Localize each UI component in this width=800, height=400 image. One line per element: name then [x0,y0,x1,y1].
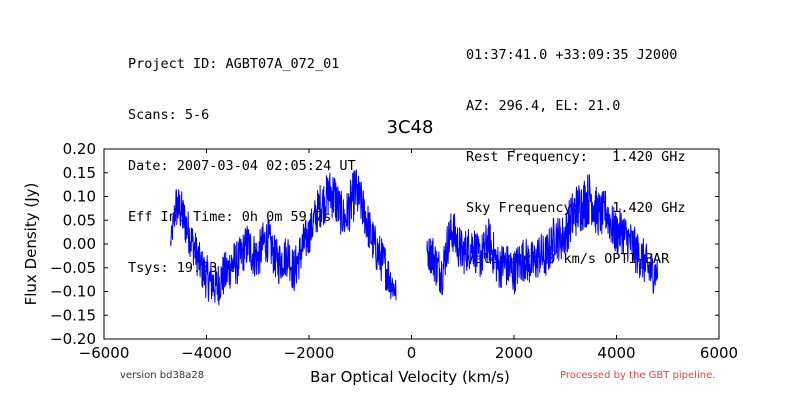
azimuth-elevation: AZ: 296.4, EL: 21.0 [466,98,621,114]
observation-date: Date: 2007-03-04 02:05:24 UT [128,158,356,174]
x-tick-label: 6000 [700,344,738,362]
project-id: Project ID: AGBT07A_072_01 [128,56,340,72]
observation-info-right: 01:37:41.0 +33:09:35 J2000 AZ: 296.4, EL… [466,13,685,302]
spectrum-series-line [426,174,658,296]
coordinates: 01:37:41.0 +33:09:35 J2000 [466,47,678,63]
y-tick-label: 0.00 [63,235,96,253]
x-axis-title: Bar Optical Velocity (km/s) [310,368,510,386]
y-axis-title: Flux Density (Jy) [22,183,40,306]
x-tick-label: 0 [407,344,417,362]
x-tick-label: 4000 [597,344,635,362]
y-tick-label: 0.10 [63,188,96,206]
x-axis-ticks: −6000 −4000 −2000 0 2000 4000 6000 [79,149,738,362]
x-tick-label: −6000 [79,344,130,362]
x-tick-label: −4000 [181,344,232,362]
sky-frequency: Sky Frequency: 1.420 GHz [466,200,686,216]
scans: Scans: 5-6 [128,107,210,123]
y-tick-label: 0.05 [63,211,96,229]
rest-frequency: Rest Frequency: 1.420 GHz [466,149,686,165]
chart-title: 3C48 [387,117,434,138]
y-tick-label: −0.05 [50,259,96,277]
x-tick-label: −2000 [284,344,335,362]
version-note: version bd38a28 [120,370,205,381]
observation-info-left: Project ID: AGBT07A_072_01 Scans: 5-6 Da… [128,22,356,311]
spectrum-series-line [170,169,397,306]
y-axis-ticks: −0.20 −0.15 −0.10 −0.05 0.00 0.05 0.10 0.15 0.20 [50,140,719,348]
y-tick-label: 0.15 [63,164,96,182]
y-tick-label: −0.20 [50,330,96,348]
pipeline-note: Processed by the GBT pipeline. [560,370,716,381]
y-tick-label: −0.10 [50,283,96,301]
series-group [170,169,658,306]
x-tick-label: 2000 [495,344,533,362]
y-tick-label: 0.20 [63,140,96,158]
y-tick-label: −0.15 [50,306,96,324]
